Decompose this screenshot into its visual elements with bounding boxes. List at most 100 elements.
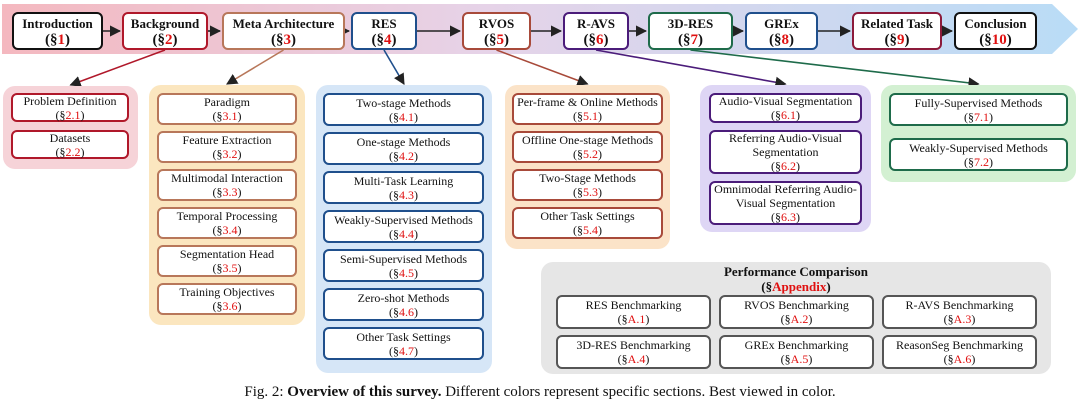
section-box-meta-architecture: Meta Architecture (§3) — [222, 12, 345, 50]
subsection-item: Other Task Settings (§4.7) — [323, 327, 484, 360]
subsection-title: Multi-Task Learning — [353, 173, 454, 188]
subsection-title: Feature Extraction — [182, 133, 272, 147]
section-title: Meta Architecture — [232, 16, 335, 31]
subsection-item: Semi-Supervised Methods (§4.5) — [323, 249, 484, 282]
subsection-number: (§4.6) — [389, 304, 418, 319]
benchmark-item: R-AVS Benchmarking (§A.3) — [882, 295, 1037, 329]
section-number: (§6) — [583, 32, 609, 48]
subsection-number: (§4.7) — [389, 343, 418, 358]
benchmark-number: (§A.4) — [617, 352, 650, 366]
subsection-number: (§6.3) — [771, 210, 800, 224]
subsection-item: Multimodal Interaction (§3.3) — [157, 169, 297, 201]
subsection-item: Audio-Visual Segmentation (§6.1) — [709, 93, 862, 123]
subsection-item: Multi-Task Learning (§4.3) — [323, 171, 484, 204]
performance-title: Performance Comparison (§Appendix) — [723, 264, 869, 294]
benchmark-item: 3D-RES Benchmarking (§A.4) — [556, 335, 711, 369]
benchmark-number: (§A.5) — [780, 352, 813, 366]
subsection-item: Feature Extraction (§3.2) — [157, 131, 297, 163]
subsection-item: Paradigm (§3.1) — [157, 93, 297, 125]
benchmark-number: (§A.6) — [943, 352, 976, 366]
subsection-title: Two-stage Methods — [356, 95, 451, 110]
subsection-title: Datasets — [49, 130, 91, 145]
subsection-number: (§4.4) — [389, 226, 418, 241]
benchmark-number: (§A.1) — [617, 312, 650, 326]
subsection-item: Omnimodal Referring Audio-Visual Segment… — [709, 181, 862, 225]
figure-caption: Fig. 2: Overview of this survey. Differe… — [244, 384, 836, 400]
section-title: GREx — [764, 16, 799, 31]
benchmark-title: RVOS Benchmarking — [744, 298, 849, 312]
section-box-3d-res: 3D-RES (§7) — [648, 12, 733, 50]
subsection-title: Weakly-Supervised Methods — [334, 212, 473, 227]
branch-arrow-background — [69, 49, 166, 87]
subsection-item: Other Task Settings (§5.4) — [512, 207, 663, 239]
subsection-number: (§5.4) — [573, 223, 602, 237]
benchmark-title: ReasonSeg Benchmarking — [896, 338, 1023, 352]
subsection-number: (§4.3) — [389, 187, 418, 202]
subsection-number: (§3.3) — [212, 185, 242, 199]
benchmark-item: GREx Benchmarking (§A.5) — [719, 335, 874, 369]
benchmark-item: RES Benchmarking (§A.1) — [556, 295, 711, 329]
section-title: Conclusion — [964, 16, 1027, 31]
subsection-item: Segmentation Head (§3.5) — [157, 245, 297, 277]
section-box-conclusion: Conclusion (§10) — [954, 12, 1037, 50]
subsection-title: One-stage Methods — [356, 134, 451, 149]
subsection-title: Offline One-stage Methods — [521, 133, 654, 147]
section-number: (§5) — [484, 32, 509, 48]
benchmark-title: GREx Benchmarking — [744, 338, 849, 352]
subsection-title: Segmentation Head — [179, 247, 275, 261]
section-number: (§9) — [884, 32, 910, 48]
subsection-item: Weakly-Supervised Methods (§4.4) — [323, 210, 484, 243]
subsection-item: Two-Stage Methods (§5.3) — [512, 169, 663, 201]
benchmark-title: RES Benchmarking — [585, 298, 682, 312]
subsection-number: (§3.5) — [212, 261, 242, 275]
subsection-title: Paradigm — [204, 95, 250, 109]
subsection-item: Zero-shot Methods (§4.6) — [323, 288, 484, 321]
subsection-item: Problem Definition (§2.1) — [11, 93, 129, 122]
subsection-item: Fully-Supervised Methods (§7.1) — [889, 93, 1068, 126]
section-box-r-avs: R-AVS (§6) — [563, 12, 629, 50]
subsection-item: Training Objectives (§3.6) — [157, 283, 297, 315]
subsection-number: (§3.4) — [212, 223, 242, 237]
subsection-number: (§5.2) — [573, 147, 602, 161]
section-title: Background — [130, 16, 200, 31]
subsection-number: (§7.1) — [964, 109, 993, 124]
subsection-item: Per-frame & Online Methods (§5.1) — [512, 93, 663, 125]
benchmark-item: ReasonSeg Benchmarking (§A.6) — [882, 335, 1037, 369]
subsection-number: (§6.2) — [771, 159, 800, 173]
subsection-number: (§3.2) — [212, 147, 242, 161]
section-title: 3D-RES — [667, 16, 714, 31]
subsection-number: (§5.3) — [573, 185, 602, 199]
subsection-title: Multimodal Interaction — [171, 171, 283, 185]
section-number: (§8) — [769, 32, 794, 48]
subsection-title: Omnimodal Referring Audio-Visual Segment… — [714, 182, 857, 210]
section-title: RES — [371, 16, 397, 31]
section-title: Related Task — [861, 16, 933, 31]
benchmark-title: 3D-RES Benchmarking — [576, 338, 691, 352]
benchmark-title: R-AVS Benchmarking — [905, 298, 1014, 312]
subsection-number: (§3.6) — [212, 299, 242, 313]
subsection-number: (§3.1) — [212, 109, 242, 123]
subsection-title: Referring Audio-Visual Segmentation — [729, 131, 842, 159]
subsection-number: (§2.2) — [55, 144, 85, 159]
section-number: (§2) — [152, 32, 178, 48]
section-title: RVOS — [478, 16, 515, 31]
subsection-item: Referring Audio-Visual Segmentation (§6.2… — [709, 130, 862, 174]
subsection-title: Fully-Supervised Methods — [914, 95, 1043, 110]
subsection-item: Weakly-Supervised Methods (§7.2) — [889, 138, 1068, 171]
branch-arrow-res3d — [690, 49, 980, 89]
subsection-title: Two-Stage Methods — [539, 171, 636, 185]
section-number: (§10) — [979, 32, 1012, 48]
section-number: (§4) — [371, 32, 397, 48]
section-number: (§1) — [45, 32, 70, 48]
subsection-title: Per-frame & Online Methods — [517, 95, 658, 109]
branch-arrow-ravs — [595, 49, 787, 88]
subsection-number: (§4.5) — [389, 265, 418, 280]
subsection-title: Training Objectives — [179, 285, 275, 299]
section-box-background: Background (§2) — [122, 12, 208, 50]
section-number: (§3) — [271, 32, 296, 48]
branch-arrow-rvos — [496, 49, 589, 86]
subsection-number: (§4.1) — [389, 109, 418, 124]
section-title: Introduction — [22, 16, 93, 31]
subsection-item: One-stage Methods (§4.2) — [323, 132, 484, 165]
section-box-rvos: RVOS (§5) — [462, 12, 531, 50]
